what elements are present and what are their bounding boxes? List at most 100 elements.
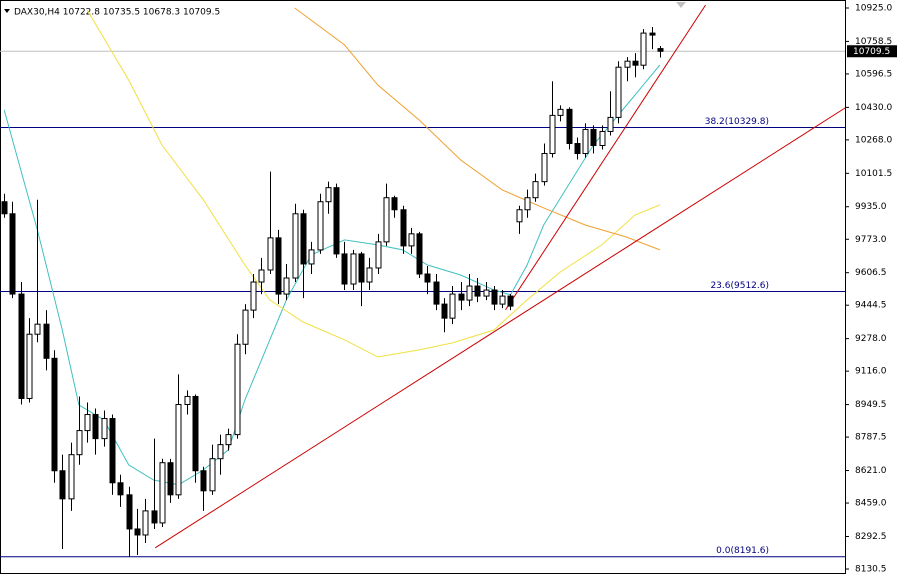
y-tick-label: 8459.0: [855, 499, 887, 509]
candle-body: [358, 253, 365, 283]
candle-body: [607, 116, 614, 132]
y-tick-label: 9606.5: [855, 268, 887, 278]
candle-body: [134, 528, 141, 536]
chart-title: DAX30,H4 10722.8 10735.5 10678.3 10709.5: [14, 8, 220, 18]
candle-body: [449, 293, 456, 319]
candle-body: [18, 293, 25, 399]
candle-body: [441, 303, 448, 319]
candle-body: [159, 462, 166, 524]
candle-body: [375, 241, 382, 269]
candle-body: [275, 237, 282, 295]
candle-body: [84, 414, 91, 432]
candle-body: [433, 281, 440, 305]
candle-body: [117, 482, 124, 496]
candle-body: [649, 32, 656, 36]
candle-body: [200, 470, 207, 492]
candle-body: [341, 253, 348, 285]
candle-body: [408, 233, 415, 247]
candle-body: [76, 430, 83, 456]
candle-body: [557, 108, 564, 116]
candle-body: [184, 395, 191, 405]
candle-body: [292, 213, 299, 279]
candle-body: [59, 470, 66, 500]
y-tick-label: 8621.0: [855, 466, 887, 476]
candle-body: [68, 454, 75, 500]
candle-body: [192, 395, 199, 472]
candle-body: [51, 357, 58, 472]
candle-body: [383, 197, 390, 243]
candle-body: [541, 153, 548, 183]
candle-body: [532, 181, 539, 199]
candle-body: [507, 295, 514, 307]
candle-body: [167, 462, 174, 496]
candle-body: [466, 285, 473, 301]
symbol-marker: [4, 9, 10, 13]
candle-body: [225, 434, 232, 446]
y-tick-label: 9278.0: [855, 334, 887, 344]
y-tick-label: 9935.0: [855, 202, 887, 212]
candle-body: [142, 510, 149, 536]
y-tick-label: 8787.5: [855, 433, 887, 443]
candle-body: [234, 343, 241, 436]
candle-body: [458, 293, 465, 301]
plot-frame: [0, 0, 846, 574]
candle-body: [524, 197, 531, 211]
candle-body: [34, 323, 41, 335]
candle-body: [317, 201, 324, 251]
candle-body: [574, 143, 581, 155]
candle-body: [391, 197, 398, 211]
candle-body: [9, 213, 16, 295]
candle-body: [499, 295, 506, 305]
candle-body: [400, 209, 407, 247]
y-tick-label: 10925.0: [855, 3, 892, 13]
y-tick-label: 10758.5: [855, 37, 892, 47]
candle-body: [491, 289, 498, 305]
candle-body: [582, 128, 589, 155]
candle-body: [640, 32, 647, 66]
y-tick-label: 9444.5: [855, 301, 887, 311]
candle-body: [350, 253, 357, 285]
candle-body: [549, 114, 556, 155]
candle-body: [325, 187, 332, 203]
moving-average: [86, 9, 661, 358]
candle-body: [308, 249, 315, 265]
candle-body: [126, 494, 133, 530]
candle-body: [416, 233, 423, 275]
candle-body: [483, 289, 490, 297]
candle-body: [109, 418, 116, 484]
candle-body: [267, 237, 274, 271]
candle-body: [366, 267, 373, 283]
candle-body: [26, 333, 33, 399]
candle-body: [92, 414, 99, 440]
fib-label: 23.6(9512.6): [710, 281, 769, 291]
trend-line: [154, 107, 846, 549]
last-price-label: 10709.5: [853, 47, 890, 57]
candle-body: [283, 277, 290, 295]
candle-body: [599, 130, 606, 147]
y-tick-label: 9116.0: [855, 367, 887, 377]
moving-average: [294, 7, 661, 251]
candle-body: [175, 403, 182, 496]
fib-label: 38.2(10329.8): [705, 117, 769, 127]
candle-body: [590, 128, 597, 147]
shift-marker: [676, 2, 686, 8]
candle-body: [250, 281, 257, 311]
y-tick-label: 10268.0: [855, 135, 892, 145]
y-tick-label: 10596.5: [855, 69, 892, 79]
candle-body: [657, 48, 664, 52]
candle-body: [516, 209, 523, 223]
candle-body: [209, 458, 216, 492]
y-tick-label: 8949.5: [855, 400, 887, 410]
y-tick-label: 9773.0: [855, 235, 887, 245]
candle-body: [615, 66, 622, 118]
candle-body: [217, 444, 224, 460]
candle-body: [43, 323, 50, 359]
candle-body: [151, 510, 158, 524]
candle-body: [101, 418, 108, 440]
candle-body: [258, 269, 265, 283]
candle-body: [632, 60, 639, 66]
candle-body: [566, 108, 573, 145]
y-tick-label: 8130.5: [855, 565, 887, 575]
candle-body: [1, 201, 8, 215]
